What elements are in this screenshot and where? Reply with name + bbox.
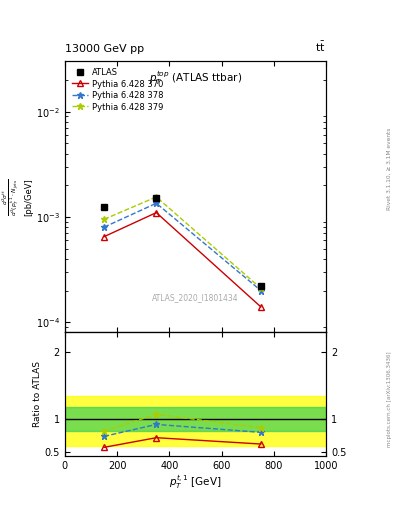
- Line: Pythia 6.428 379: Pythia 6.428 379: [101, 194, 264, 292]
- Y-axis label: d
$\frac{d^2\sigma^{t\bar{t}}}{d^2(p_T^{t,1} \cdot N_{jets}}$
[pb/GeV]: d $\frac{d^2\sigma^{t\bar{t}}}{d^2(p_T^{…: [0, 178, 33, 216]
- Text: mcplots.cern.ch [arXiv:1306.3436]: mcplots.cern.ch [arXiv:1306.3436]: [387, 352, 392, 447]
- Pythia 6.428 378: [102, 224, 107, 230]
- Text: $p_T^{top}$ (ATLAS ttbar): $p_T^{top}$ (ATLAS ttbar): [149, 70, 242, 88]
- Bar: [65, 396, 326, 445]
- Pythia 6.428 370: [102, 233, 107, 240]
- ATLAS: [102, 204, 107, 210]
- Line: Pythia 6.428 370: Pythia 6.428 370: [101, 209, 264, 310]
- Legend: ATLAS, Pythia 6.428 370, Pythia 6.428 378, Pythia 6.428 379: ATLAS, Pythia 6.428 370, Pythia 6.428 37…: [69, 66, 165, 114]
- Line: Pythia 6.428 378: Pythia 6.428 378: [101, 200, 264, 294]
- Pythia 6.428 379: [102, 216, 107, 222]
- Bar: [65, 407, 326, 431]
- Text: 13000 GeV pp: 13000 GeV pp: [65, 44, 144, 54]
- X-axis label: $p_T^{t,1}$ [GeV]: $p_T^{t,1}$ [GeV]: [169, 473, 222, 490]
- Text: ATLAS_2020_I1801434: ATLAS_2020_I1801434: [152, 293, 239, 302]
- Pythia 6.428 379: [154, 194, 159, 200]
- Text: Rivet 3.1.10, ≥ 3.1M events: Rivet 3.1.10, ≥ 3.1M events: [387, 128, 392, 210]
- Y-axis label: Ratio to ATLAS: Ratio to ATLAS: [33, 361, 42, 427]
- Pythia 6.428 378: [259, 288, 263, 294]
- Pythia 6.428 378: [154, 200, 159, 206]
- Pythia 6.428 379: [259, 285, 263, 291]
- Text: t$\bar{\rm t}$: t$\bar{\rm t}$: [316, 39, 326, 54]
- Pythia 6.428 370: [259, 304, 263, 310]
- Pythia 6.428 370: [154, 209, 159, 216]
- ATLAS: [259, 283, 263, 289]
- Line: ATLAS: ATLAS: [101, 195, 264, 289]
- ATLAS: [154, 196, 159, 202]
